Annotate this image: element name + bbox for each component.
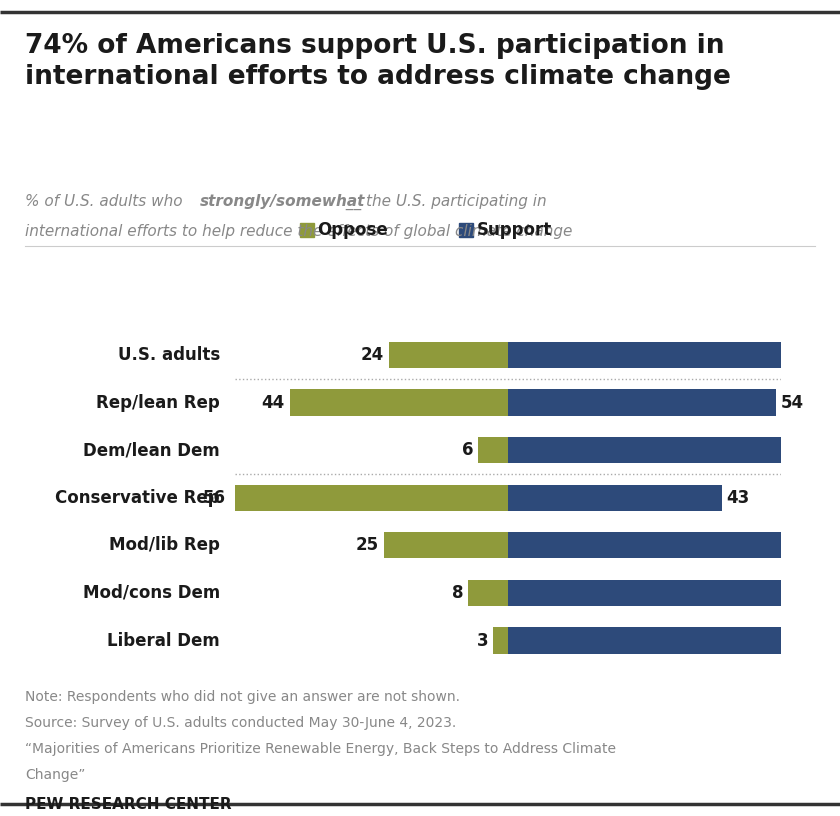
Text: PEW RESEARCH CENTER: PEW RESEARCH CENTER xyxy=(25,797,232,812)
Text: 56: 56 xyxy=(202,489,225,507)
Text: 6: 6 xyxy=(462,441,474,459)
Bar xyxy=(508,485,722,511)
Text: 74% of Americans support U.S. participation in
international efforts to address : 74% of Americans support U.S. participat… xyxy=(25,33,731,90)
Bar xyxy=(384,532,508,558)
Text: strongly/somewhat: strongly/somewhat xyxy=(200,194,365,209)
Text: Change”: Change” xyxy=(25,768,86,782)
Bar xyxy=(508,437,840,463)
Text: Conservative Rep: Conservative Rep xyxy=(55,489,220,507)
Bar xyxy=(290,389,508,415)
Text: 44: 44 xyxy=(261,393,285,411)
Bar xyxy=(493,628,508,654)
Text: 24: 24 xyxy=(361,346,384,364)
Bar xyxy=(508,532,840,558)
Text: Oppose: Oppose xyxy=(318,221,388,239)
Text: international efforts to help reduce the effects of global climate change: international efforts to help reduce the… xyxy=(25,224,573,238)
Text: 3: 3 xyxy=(477,632,488,650)
Text: Dem/lean Dem: Dem/lean Dem xyxy=(83,441,220,459)
Bar xyxy=(508,342,840,368)
Text: Note: Respondents who did not give an answer are not shown.: Note: Respondents who did not give an an… xyxy=(25,690,460,703)
Bar xyxy=(469,580,508,606)
Text: 54: 54 xyxy=(781,393,805,411)
Text: U.S. adults: U.S. adults xyxy=(118,346,220,364)
Bar xyxy=(230,485,508,511)
Text: Rep/lean Rep: Rep/lean Rep xyxy=(97,393,220,411)
Text: 25: 25 xyxy=(356,536,379,554)
Text: % of U.S. adults who: % of U.S. adults who xyxy=(25,194,187,209)
Bar xyxy=(508,628,840,654)
Bar xyxy=(508,389,776,415)
Text: Source: Survey of U.S. adults conducted May 30-June 4, 2023.: Source: Survey of U.S. adults conducted … xyxy=(25,716,456,730)
Text: “Majorities of Americans Prioritize Renewable Energy, Back Steps to Address Clim: “Majorities of Americans Prioritize Rene… xyxy=(25,742,617,756)
Bar xyxy=(508,580,840,606)
Text: Mod/cons Dem: Mod/cons Dem xyxy=(83,584,220,602)
Text: 43: 43 xyxy=(727,489,750,507)
Text: Mod/lib Rep: Mod/lib Rep xyxy=(109,536,220,554)
Bar xyxy=(389,342,508,368)
Text: Liberal Dem: Liberal Dem xyxy=(108,632,220,650)
Text: Support: Support xyxy=(477,221,553,239)
Bar xyxy=(479,437,508,463)
Text: __ the U.S. participating in: __ the U.S. participating in xyxy=(341,194,547,211)
Text: 8: 8 xyxy=(452,584,464,602)
